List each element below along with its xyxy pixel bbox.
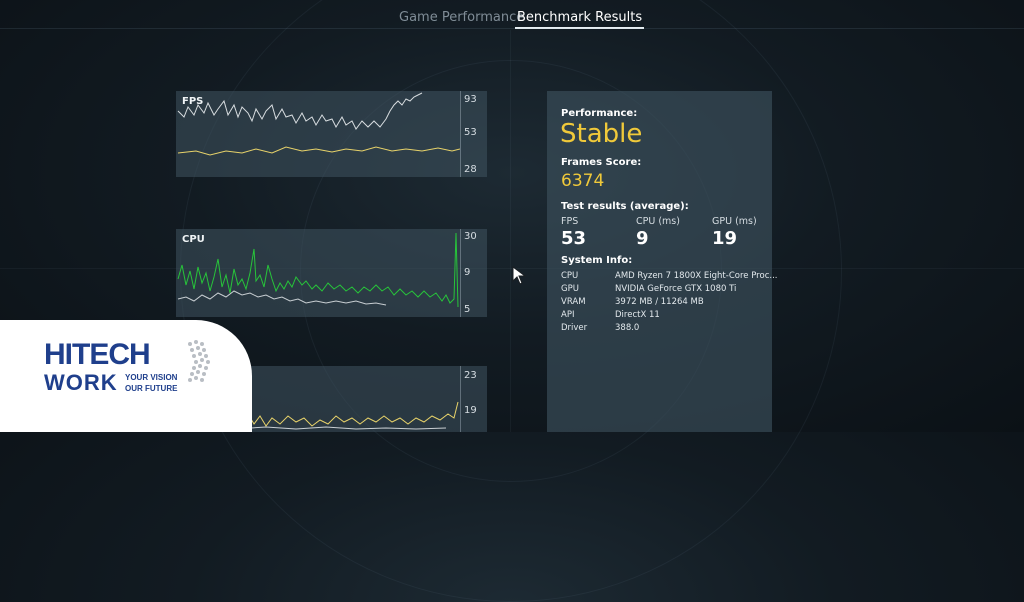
stat-cpu: CPU (ms) 9: [636, 216, 680, 249]
system-info-row-gpu: GPU NVIDIA GeForce GTX 1080 Ti: [561, 284, 771, 296]
system-info-key: CPU: [561, 271, 579, 281]
fps-tick-mid: 53: [464, 127, 477, 138]
system-info-row-cpu: CPU AMD Ryzen 7 1800X Eight-Core Proc...: [561, 271, 777, 283]
fps-graph-label: FPS: [182, 96, 204, 107]
cpu-trace-white: [177, 290, 387, 306]
system-info-value: DirectX 11: [615, 310, 660, 320]
cpu-trace-green: [177, 232, 459, 308]
cpu-tick-bottom: 5: [464, 304, 471, 315]
fps-graph: [177, 92, 460, 156]
logo-text-work: WORK: [44, 370, 118, 395]
system-info-value: 3972 MB / 11264 MB: [615, 297, 704, 307]
stat-value: 19: [712, 228, 738, 249]
cpu-graph-label: CPU: [182, 234, 205, 245]
stat-value: 9: [636, 228, 649, 249]
system-info-key: VRAM: [561, 297, 586, 307]
hitechwork-logo: HITECH WORK YOUR VISION OUR FUTURE: [0, 320, 252, 432]
stat-value: 53: [561, 228, 587, 249]
cpu-tick-mid: 9: [464, 267, 471, 278]
benchmark-results-panel: Performance: Stable Frames Score: 6374 T…: [547, 91, 777, 432]
tab-bar: Game Performance Benchmark Results: [0, 10, 1024, 30]
tab-game-performance[interactable]: Game Performance: [399, 10, 524, 25]
logo-text-hitech: HITECH: [44, 338, 151, 371]
cpu-tick-top: 30: [464, 231, 477, 242]
mouse-cursor-icon: [512, 266, 528, 290]
system-info-key: Driver: [561, 323, 588, 333]
system-info-value: 388.0: [615, 323, 640, 333]
system-info-label: System Info:: [561, 255, 633, 266]
cpu-graph-area: CPU: [176, 229, 461, 317]
cpu-graph-panel: CPU 30 9 5: [176, 229, 487, 317]
tab-label: Game Performance: [399, 10, 525, 25]
stat-gpu: GPU (ms) 19: [712, 216, 757, 249]
system-info-value: AMD Ryzen 7 1800X Eight-Core Proc...: [615, 271, 778, 281]
system-info-row-vram: VRAM 3972 MB / 11264 MB: [561, 297, 771, 309]
system-info-key: GPU: [561, 284, 579, 294]
system-info-key: API: [561, 310, 575, 320]
frames-score-label: Frames Score:: [561, 157, 642, 168]
system-info-row-driver: Driver 388.0: [561, 323, 771, 335]
tab-divider: [0, 28, 1024, 29]
cpu-graph: [177, 232, 459, 308]
fps-tick-top: 93: [464, 94, 477, 105]
stat-fps: FPS 53: [561, 216, 586, 249]
fps-tick-bottom: 28: [464, 164, 477, 175]
stat-label: CPU (ms): [636, 216, 680, 227]
system-info-row-api: API DirectX 11: [561, 310, 771, 322]
fps-graph-area: FPS: [176, 91, 461, 177]
gpu-tick-mid: 19: [464, 405, 477, 416]
stat-label: FPS: [561, 216, 579, 227]
test-results-label: Test results (average):: [561, 201, 689, 212]
fps-graph-panel: FPS 93 53 28: [176, 91, 487, 177]
background-line: [510, 30, 511, 432]
performance-value: Stable: [560, 119, 643, 149]
globe-icon: [188, 340, 210, 382]
logo-tagline-1: YOUR VISION: [125, 373, 178, 382]
logo-tagline-2: OUR FUTURE: [125, 384, 178, 393]
frames-score-value: 6374: [561, 171, 605, 191]
system-info-value: NVIDIA GeForce GTX 1080 Ti: [615, 284, 737, 294]
active-tab-underline: [515, 27, 645, 29]
background-line: [0, 268, 1024, 269]
fps-trace-white: [177, 92, 423, 130]
tab-benchmark-results[interactable]: Benchmark Results: [515, 10, 645, 29]
stat-label: GPU (ms): [712, 216, 757, 227]
performance-label: Performance:: [561, 108, 638, 119]
fps-trace-yellow: [177, 146, 460, 156]
tab-label: Benchmark Results: [517, 10, 643, 25]
gpu-tick-top: 23: [464, 370, 477, 381]
